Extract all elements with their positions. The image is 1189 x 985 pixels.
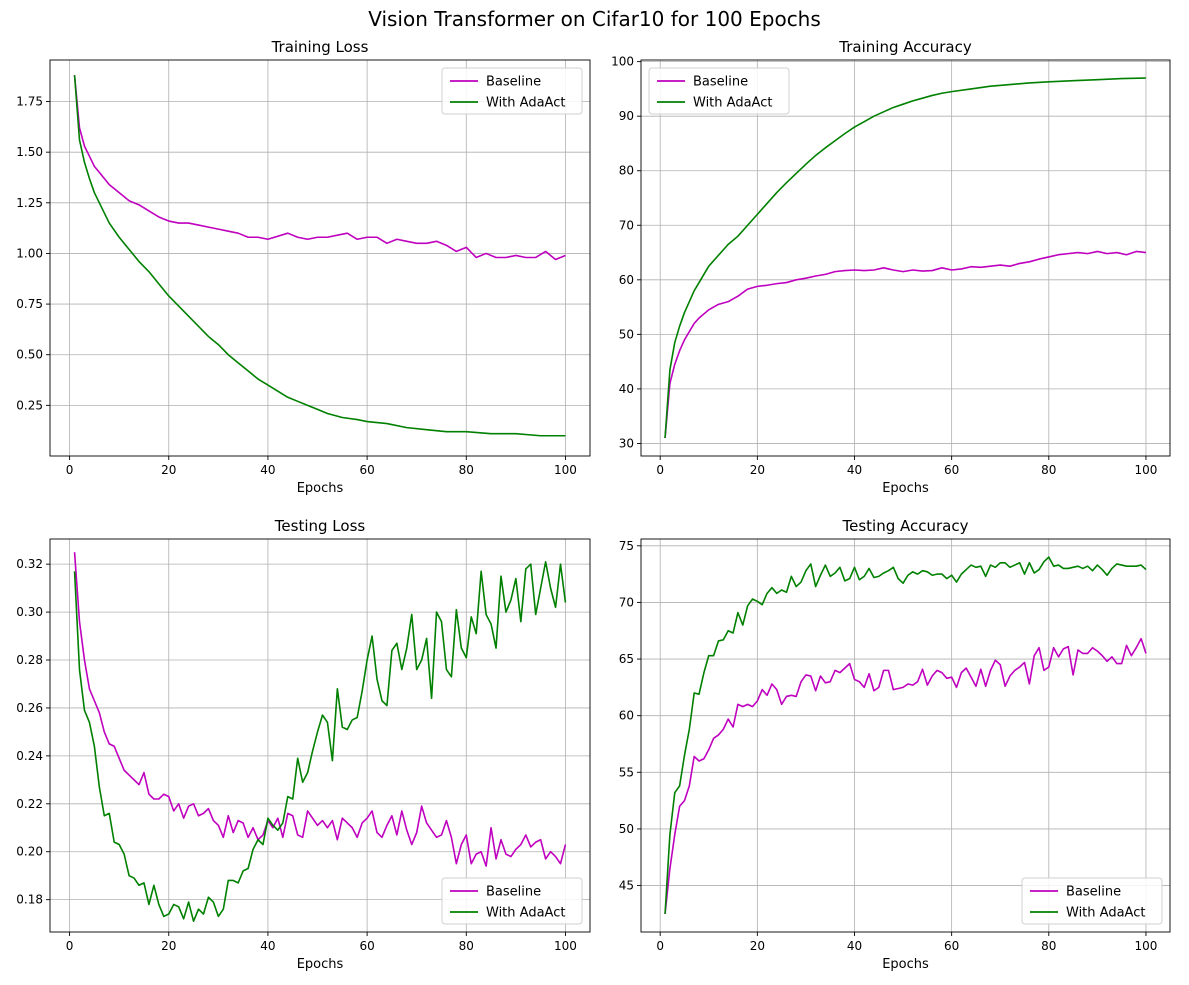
y-tick-label: 0.24 [16, 749, 43, 763]
chart-title: Testing Loss [274, 517, 366, 535]
series-line-adaact [664, 77, 1146, 439]
series-line-adaact [73, 75, 566, 437]
series-line-adaact [73, 560, 567, 923]
axes-frame [49, 538, 591, 933]
y-tick-label: 70 [619, 595, 634, 609]
panel-testing-loss: 0 20 40 60 80 100 0.18 0.20 0.22 0.24 0.26 0.28 0.30… [16, 517, 591, 972]
figure-title: Vision Transformer on Cifar10 for 100 Ep… [368, 7, 821, 31]
legend-label-adaact: With AdaAct [486, 96, 565, 111]
x-tick-label: 40 [847, 939, 862, 953]
x-axis-label: Epochs [882, 957, 929, 972]
y-tick-label: 0.75 [16, 297, 43, 311]
x-axis-label: Epochs [297, 481, 344, 496]
y-tick-label: 1.25 [16, 196, 43, 210]
y-tick-label: 60 [619, 709, 634, 723]
series-line-adaact [664, 556, 1147, 914]
y-tick-label: 0.28 [16, 653, 43, 667]
legend-label-baseline: Baseline [1066, 885, 1121, 900]
y-tick-label: 70 [619, 218, 634, 232]
x-tick-label: 100 [554, 939, 577, 953]
y-tick-label: 60 [619, 273, 634, 287]
x-tick-label: 100 [1135, 463, 1158, 477]
y-tick-label: 1.50 [16, 145, 43, 159]
y-tick-label: 75 [619, 539, 634, 553]
y-tick-label: 0.30 [16, 605, 43, 619]
legend-label-adaact: With AdaAct [693, 96, 772, 111]
y-tick-label: 0.18 [16, 893, 43, 907]
legend: Baseline With AdaAct [1021, 877, 1163, 925]
y-tick-label: 1.00 [16, 246, 43, 260]
x-tick-label: 40 [260, 463, 275, 477]
y-tick-label: 30 [619, 436, 634, 450]
legend-label-adaact: With AdaAct [486, 906, 565, 921]
chart-title: Training Loss [271, 38, 369, 56]
legend: Baseline With AdaAct [648, 67, 790, 115]
y-tick-label: 50 [619, 822, 634, 836]
x-tick-label: 60 [359, 463, 374, 477]
legend-label-adaact: With AdaAct [1066, 906, 1145, 921]
x-tick-label: 20 [161, 463, 176, 477]
chart-title: Testing Accuracy [842, 517, 969, 535]
x-tick-label: 80 [459, 463, 474, 477]
x-tick-label: 0 [656, 463, 664, 477]
legend: Baseline With AdaAct [441, 67, 583, 115]
legend-label-baseline: Baseline [693, 75, 748, 90]
x-axis-label: Epochs [882, 481, 929, 496]
x-tick-label: 100 [554, 463, 577, 477]
legend: Baseline With AdaAct [441, 877, 583, 925]
panel-testing-accuracy: 0 20 40 60 80 100 45 50 55 60 65 70 75 Testing Accura… [619, 517, 1171, 972]
series-line-baseline [73, 75, 566, 261]
y-tick-label: 1.75 [16, 95, 43, 109]
series-line-baseline [73, 552, 567, 867]
axes-frame [640, 538, 1171, 933]
x-tick-label: 40 [847, 463, 862, 477]
series-line-baseline [664, 637, 1147, 914]
axes-frame [49, 59, 591, 457]
panel-training-accuracy: 0 20 40 60 80 100 30 40 50 60 70 80 90 100 Training Ac… [611, 38, 1171, 496]
y-tick-label: 0.50 [16, 348, 43, 362]
x-tick-label: 40 [260, 939, 275, 953]
y-tick-label: 80 [619, 164, 634, 178]
legend-label-baseline: Baseline [486, 75, 541, 90]
x-tick-label: 60 [944, 463, 959, 477]
axes-frame [640, 59, 1171, 457]
x-tick-label: 20 [750, 939, 765, 953]
y-tick-label: 90 [619, 109, 634, 123]
chart-title: Training Accuracy [838, 38, 972, 56]
x-tick-label: 100 [1135, 939, 1158, 953]
series-line-baseline [664, 250, 1147, 439]
x-tick-label: 80 [1041, 463, 1056, 477]
y-tick-label: 0.32 [16, 557, 43, 571]
panel-training-loss: 0 20 40 60 80 100 0.25 0.50 0.75 1.00 1.25 1.50 1.75… [16, 38, 591, 496]
x-tick-label: 20 [161, 939, 176, 953]
x-tick-label: 20 [750, 463, 765, 477]
y-tick-label: 0.26 [16, 701, 43, 715]
y-tick-label: 65 [619, 652, 634, 666]
y-tick-label: 45 [619, 879, 634, 893]
y-tick-label: 40 [619, 382, 634, 396]
x-tick-label: 80 [459, 939, 474, 953]
x-tick-label: 60 [359, 939, 374, 953]
y-tick-label: 55 [619, 765, 634, 779]
y-tick-label: 0.20 [16, 845, 43, 859]
y-tick-label: 50 [619, 327, 634, 341]
y-tick-label: 0.25 [16, 398, 43, 412]
x-axis-label: Epochs [297, 957, 344, 972]
x-tick-label: 0 [66, 939, 74, 953]
x-tick-label: 0 [66, 463, 74, 477]
x-tick-label: 0 [656, 939, 664, 953]
legend-label-baseline: Baseline [486, 885, 541, 900]
x-tick-label: 80 [1041, 939, 1056, 953]
y-tick-label: 0.22 [16, 797, 43, 811]
y-tick-label: 100 [611, 55, 634, 69]
x-tick-label: 60 [944, 939, 959, 953]
